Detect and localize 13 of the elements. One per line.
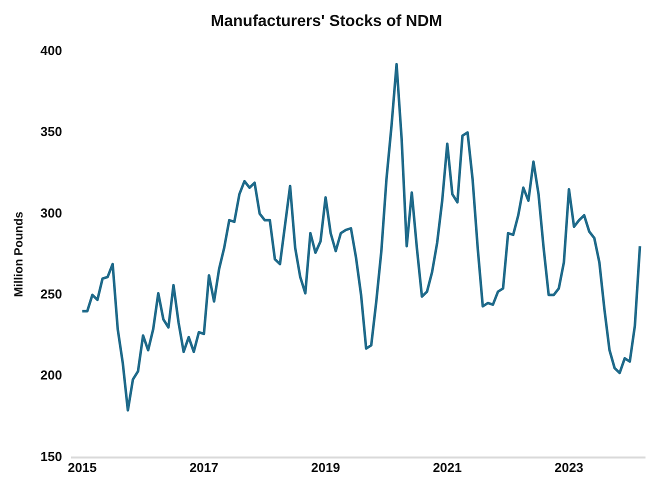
x-tick-label: 2021 — [432, 460, 462, 475]
x-tick-label: 2019 — [311, 460, 340, 475]
y-axis-title: Million Pounds — [12, 211, 26, 297]
y-tick-label: 400 — [40, 42, 62, 58]
x-tick-label: 2015 — [68, 460, 97, 475]
chart-title: Manufacturers' Stocks of NDM — [210, 13, 442, 30]
y-tick-label: 350 — [40, 124, 62, 140]
y-tick-label: 150 — [40, 448, 62, 464]
x-tick-label: 2023 — [554, 460, 584, 475]
y-tick-label: 250 — [40, 286, 62, 302]
x-tick-label: 2017 — [189, 460, 218, 475]
y-tick-label: 300 — [40, 205, 62, 220]
y-tick-label: 200 — [40, 368, 62, 383]
